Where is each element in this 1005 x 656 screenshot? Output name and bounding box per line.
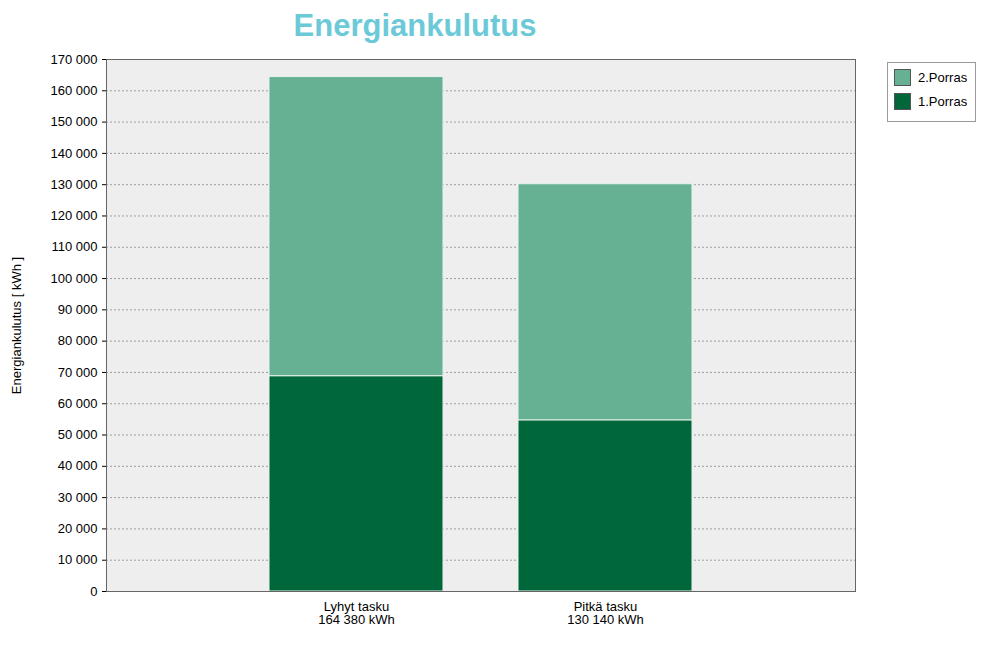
html-text:Energiankulutus: Energiankulutus [293,8,537,43]
svg-text:100 000: 100 000 [51,271,98,286]
svg-text:70 000: 70 000 [58,365,98,380]
svg-text:50 000: 50 000 [58,427,98,442]
svg-text:90 000: 90 000 [58,302,98,317]
svg-text:110 000: 110 000 [51,239,97,254]
svg-text:0: 0 [90,584,97,599]
svg-text:140 000: 140 000 [51,146,98,161]
svg-text:10 000: 10 000 [58,552,98,567]
svg-text:Energiankulutus [ kWh ]: Energiankulutus [ kWh ] [9,257,24,394]
html-text:2.Porras: 2.Porras [918,70,968,85]
svg-text:Pitkä tasku130 140 kWh: Pitkä tasku130 140 kWh [567,599,644,627]
svg-text:30 000: 30 000 [58,490,98,505]
svg-text:Lyhyt tasku164 380 kWh: Lyhyt tasku164 380 kWh [318,599,395,627]
svg-text:120 000: 120 000 [51,208,98,223]
svg-text:40 000: 40 000 [58,458,98,473]
svg-text:80 000: 80 000 [58,333,98,348]
svg-text:130 000: 130 000 [51,177,98,192]
svg-text:150 000: 150 000 [51,114,98,129]
svg-text:60 000: 60 000 [58,396,98,411]
svg-text:160 000: 160 000 [51,83,98,98]
svg-text:170 000: 170 000 [51,52,98,67]
html-text:1.Porras: 1.Porras [918,94,968,109]
svg-text:20 000: 20 000 [58,521,98,536]
